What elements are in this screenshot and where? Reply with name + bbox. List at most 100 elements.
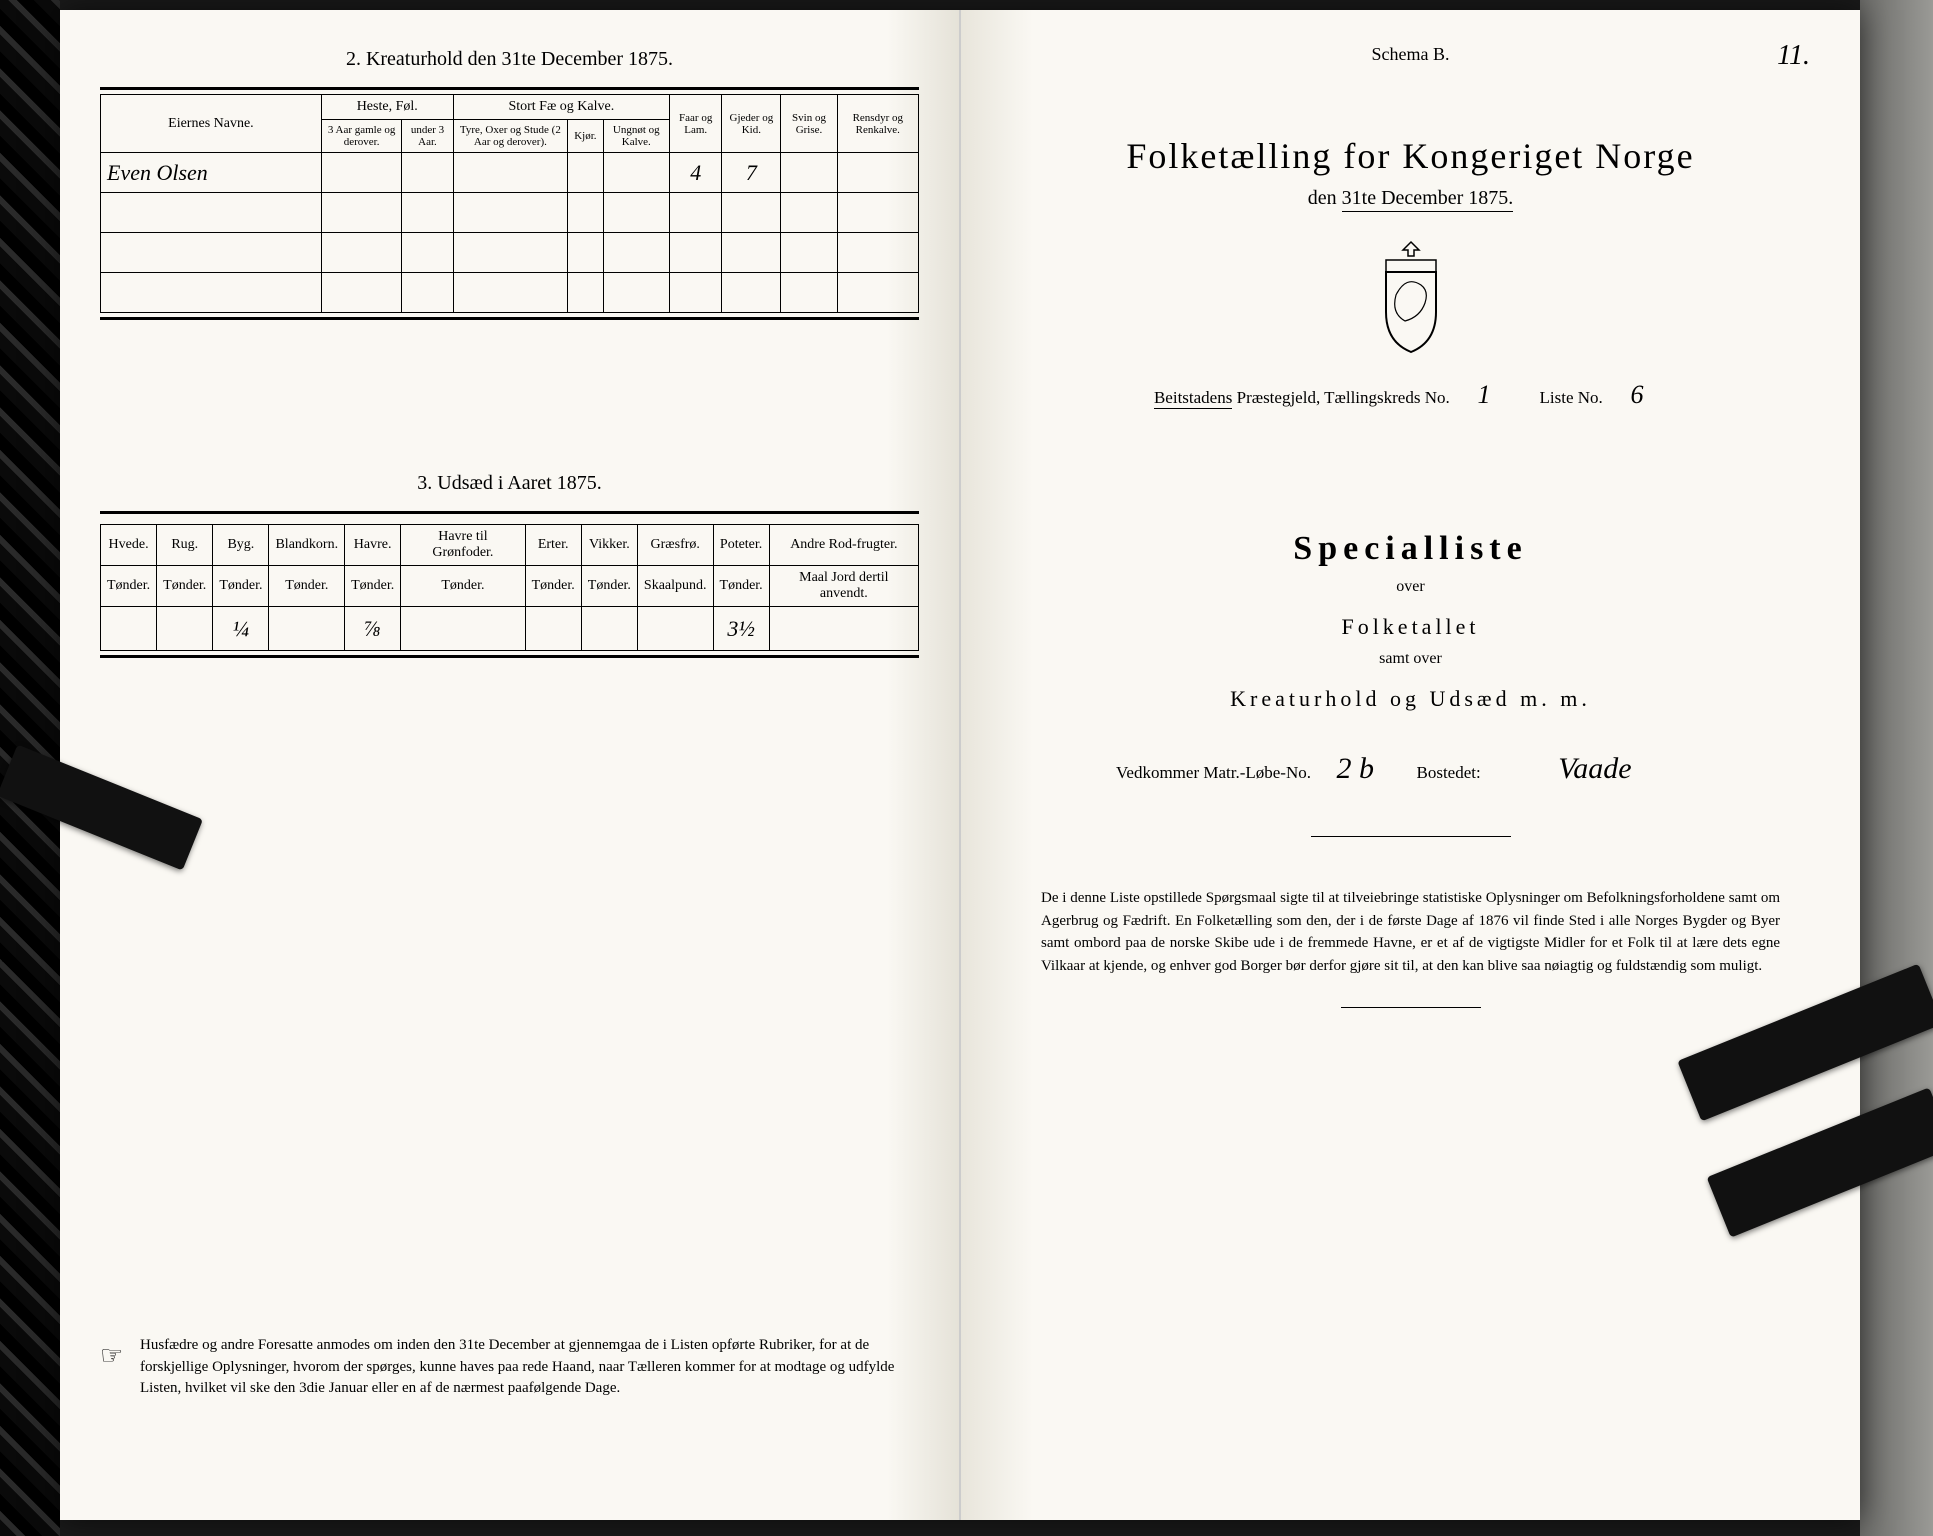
cell xyxy=(525,607,581,651)
cell xyxy=(269,607,345,651)
subtitle-pre: den xyxy=(1308,187,1342,209)
th-gjeder: Gjeder og Kid. xyxy=(722,95,781,153)
rule xyxy=(100,87,919,90)
district-pre: Beitstadens xyxy=(1154,388,1232,409)
rule xyxy=(1341,1007,1481,1008)
liste-no: 6 xyxy=(1607,380,1667,410)
th: Tønder. xyxy=(401,566,525,607)
right-page: Schema B. 11. Folketælling for Kongerige… xyxy=(961,10,1860,1520)
census-title: Folketælling for Kongeriget Norge xyxy=(1001,135,1820,177)
th: Havre til Grønfoder. xyxy=(401,525,525,566)
census-subtitle: den 31te December 1875. xyxy=(1001,187,1820,210)
cell: ⅞ xyxy=(345,607,401,651)
th: Andre Rod-frugter. xyxy=(769,525,918,566)
th-faar: Faar og Lam. xyxy=(670,95,722,153)
subtitle-date: 31te December 1875. xyxy=(1342,187,1514,212)
cell xyxy=(157,607,213,651)
pointing-hand-icon: ☞ xyxy=(100,1337,123,1375)
table-row: Even Olsen 4 7 xyxy=(101,153,919,193)
bosted: Vaade xyxy=(1485,752,1705,786)
th: Skaalpund. xyxy=(637,566,713,607)
th: Tønder. xyxy=(101,566,157,607)
bottom-paragraph: De i denne Liste opstillede Spørgsmaal s… xyxy=(1001,887,1820,977)
section3-title: 3. Udsæd i Aaret 1875. xyxy=(100,472,919,495)
th: Erter. xyxy=(525,525,581,566)
cell xyxy=(401,607,525,651)
th-svin: Svin og Grise. xyxy=(781,95,837,153)
th-stort2: Kjør. xyxy=(568,120,603,153)
th: Græsfrø. xyxy=(637,525,713,566)
rule xyxy=(1311,836,1511,837)
table-row xyxy=(101,193,919,233)
special-heading: Specialliste xyxy=(1001,530,1820,568)
cell: 7 xyxy=(722,153,781,193)
th: Tønder. xyxy=(213,566,269,607)
cell xyxy=(769,607,918,651)
cell xyxy=(603,153,670,193)
matr-line: Vedkommer Matr.-Løbe-No. 2 b Bostedet: V… xyxy=(1001,752,1820,786)
th: Tønder. xyxy=(345,566,401,607)
kreatur-line: Kreaturhold og Udsæd m. m. xyxy=(1001,686,1820,712)
cell xyxy=(453,153,568,193)
table-row: ¼ ⅞ 3½ xyxy=(101,607,919,651)
cell xyxy=(101,607,157,651)
rule xyxy=(100,511,919,514)
cell xyxy=(581,607,637,651)
th: Maal Jord dertil anvendt. xyxy=(769,566,918,607)
cell: ¼ xyxy=(213,607,269,651)
matr-label: Vedkommer Matr.-Løbe-No. xyxy=(1116,763,1311,782)
page-edge xyxy=(1860,0,1933,1536)
th: Poteter. xyxy=(713,525,769,566)
th-stort: Stort Fæ og Kalve. xyxy=(453,95,670,120)
liste-label: Liste No. xyxy=(1540,388,1603,407)
cell xyxy=(781,153,837,193)
table-row xyxy=(101,233,919,273)
matr-no: 2 b xyxy=(1315,752,1395,786)
th: Tønder. xyxy=(713,566,769,607)
cell xyxy=(837,153,918,193)
th-stort1: Tyre, Oxer og Stude (2 Aar og derover). xyxy=(453,120,568,153)
district-line: Beitstadens Præstegjeld, Tællingskreds N… xyxy=(1001,380,1820,410)
th-heste: Heste, Føl. xyxy=(321,95,453,120)
section2-title: 2. Kreaturhold den 31te December 1875. xyxy=(100,48,919,71)
cell xyxy=(568,153,603,193)
bosted-label: Bostedet: xyxy=(1417,763,1481,782)
footnote: ☞ Husfædre og andre Foresatte anmodes om… xyxy=(140,1335,899,1400)
samt-label: samt over xyxy=(1001,650,1820,668)
udsaed-table: Hvede. Rug. Byg. Blandkorn. Havre. Havre… xyxy=(100,524,919,651)
th: Tønder. xyxy=(157,566,213,607)
footnote-text: Husfædre og andre Foresatte anmodes om i… xyxy=(140,1337,894,1397)
schema-label: Schema B. xyxy=(1001,44,1820,65)
th-stort3: Ungnøt og Kalve. xyxy=(603,120,670,153)
coat-of-arms-icon xyxy=(1366,240,1456,360)
district-no: 1 xyxy=(1454,380,1514,410)
th-heste1: 3 Aar gamle og derover. xyxy=(321,120,402,153)
table-row xyxy=(101,273,919,313)
th-owner: Eiernes Navne. xyxy=(101,95,322,153)
th-heste2: under 3 Aar. xyxy=(402,120,453,153)
cell xyxy=(402,153,453,193)
cell-owner: Even Olsen xyxy=(101,153,322,193)
cell xyxy=(321,153,402,193)
th: Hvede. xyxy=(101,525,157,566)
cell: 3½ xyxy=(713,607,769,651)
rule xyxy=(100,317,919,320)
page-number: 11. xyxy=(1777,40,1810,72)
open-book: 2. Kreaturhold den 31te December 1875. E… xyxy=(60,10,1860,1520)
th: Tønder. xyxy=(269,566,345,607)
th: Vikker. xyxy=(581,525,637,566)
kreatur-table: Eiernes Navne. Heste, Føl. Stort Fæ og K… xyxy=(100,94,919,313)
over-label: over xyxy=(1001,578,1820,596)
th: Tønder. xyxy=(525,566,581,607)
th: Rug. xyxy=(157,525,213,566)
cell xyxy=(637,607,713,651)
cell: 4 xyxy=(670,153,722,193)
district-label: Præstegjeld, Tællingskreds No. xyxy=(1232,388,1449,407)
th: Havre. xyxy=(345,525,401,566)
th: Blandkorn. xyxy=(269,525,345,566)
rule xyxy=(100,655,919,658)
th: Byg. xyxy=(213,525,269,566)
left-page: 2. Kreaturhold den 31te December 1875. E… xyxy=(60,10,961,1520)
th: Tønder. xyxy=(581,566,637,607)
th-rensdyr: Rensdyr og Renkalve. xyxy=(837,95,918,153)
